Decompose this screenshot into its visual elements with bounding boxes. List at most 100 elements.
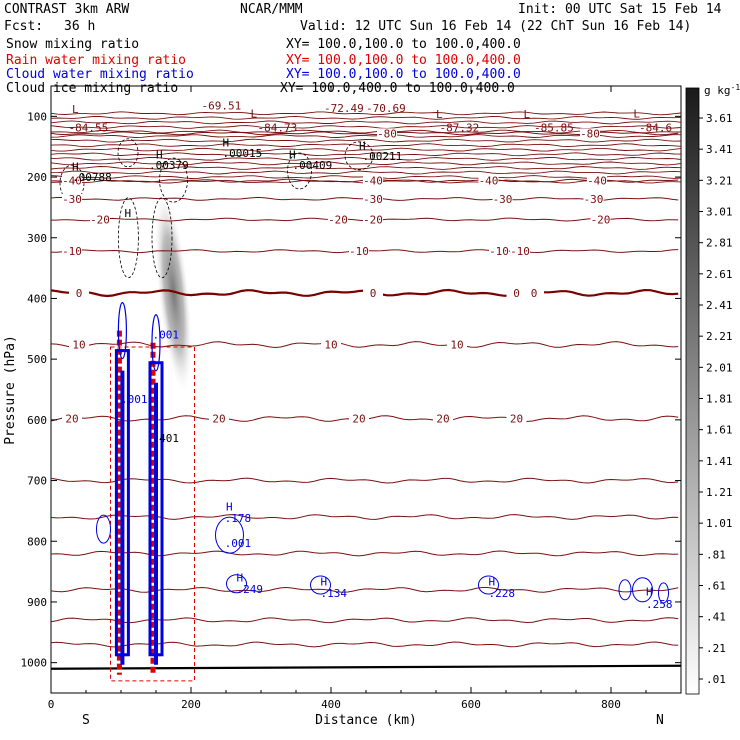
contour-label-bg <box>590 214 611 226</box>
x-tick-label: 0 <box>48 698 55 711</box>
colorbar-tick-label: .61 <box>706 580 726 593</box>
temperature-contour-lower <box>50 586 679 593</box>
extrema-label: H <box>489 575 496 588</box>
extrema-label: -84.6 <box>639 121 672 134</box>
extrema-label: -85.85 <box>534 121 574 134</box>
contour-label-bg <box>62 175 82 187</box>
extrema-label: H <box>223 136 230 149</box>
extrema-label: H <box>237 572 244 585</box>
temperature-label: 0 <box>370 287 377 300</box>
contour-label-bg <box>328 214 348 226</box>
upper-temperature-line <box>50 111 682 116</box>
contour-label-bg <box>478 175 499 187</box>
contour-label-bg <box>510 246 530 258</box>
temperature-label: 0 <box>531 287 538 300</box>
contour-label-bg <box>492 193 513 205</box>
contour-label-bg <box>90 214 110 226</box>
upper-temperature-line <box>50 166 682 170</box>
legend-cloud-name: Cloud water mixing ratio <box>6 67 194 82</box>
upper-temperature-line <box>50 115 682 120</box>
fcst-label: Fcst: <box>4 19 43 34</box>
temperature-label: 20 <box>352 413 365 426</box>
x-tick-label: 400 <box>321 698 341 711</box>
extrema-label: H <box>646 586 653 599</box>
extrema-label: L <box>436 108 443 121</box>
y-tick-label: 100 <box>27 110 47 123</box>
y-tick-label: 400 <box>27 292 47 305</box>
legend-cloud-xy: XY= 100.0,100.0 to 100.0,400.0 <box>286 67 521 82</box>
contour-label-bg <box>349 246 369 258</box>
temperature-label: 20 <box>65 413 78 426</box>
temperature-label: 10 <box>324 339 337 352</box>
low-cloud-contour <box>96 514 111 544</box>
colorbar <box>685 87 700 695</box>
low-cloud-contour <box>310 575 331 595</box>
temperature-label: -80 <box>377 127 397 140</box>
colorbar-tick-label: 3.41 <box>706 143 733 156</box>
contour-label-bg <box>62 246 82 258</box>
temperature-label: -10 <box>349 245 369 258</box>
ice-contour <box>59 164 85 202</box>
contour-label-bg <box>447 339 467 351</box>
colorbar-tick-label: 1.41 <box>706 455 733 468</box>
temperature-label: -10 <box>489 245 509 258</box>
y-tick-label: 1000 <box>21 657 48 670</box>
temperature-contour-lower <box>50 477 679 484</box>
extrema-label: .249 <box>237 583 264 596</box>
temperature-label: 20 <box>510 413 523 426</box>
low-cloud-contour <box>478 575 499 595</box>
extrema-label: -87.32 <box>440 121 480 134</box>
contour-label-bg <box>363 214 383 226</box>
temperature-label: -20 <box>90 214 110 227</box>
snow-contour <box>117 197 139 279</box>
y-axis-title: Pressure (hPa) <box>3 335 18 445</box>
extrema-label: L <box>633 107 640 120</box>
low-cloud-contour <box>618 579 632 601</box>
colorbar-tick-label: 1.01 <box>706 517 733 530</box>
extrema-label: -84.73 <box>258 121 298 134</box>
legend-ice-name: Cloud ice mixing ratio <box>6 81 178 96</box>
temperature-contour-lower <box>50 617 679 624</box>
temperature-label: -40 <box>479 175 499 188</box>
legend-ice-xy: XY= 100.0,400.0 to 100.0,400.0 <box>280 81 515 96</box>
extrema-label: .001 <box>225 537 252 550</box>
extrema-label: -70.69 <box>366 102 406 115</box>
low-cloud-contour <box>226 574 247 594</box>
contour-label-bg <box>62 193 82 205</box>
contour-label-bg <box>363 175 383 187</box>
extrema-label: L <box>524 108 531 121</box>
extrema-label: L <box>251 107 258 120</box>
center-title: NCAR/MMM <box>240 2 303 17</box>
colorbar-tick-label: .01 <box>706 673 726 686</box>
extrema-label: .00409 <box>293 159 333 172</box>
extrema-label: .00015 <box>223 147 263 160</box>
temperature-label: 10 <box>72 339 85 352</box>
temperature-label: -30 <box>584 193 604 206</box>
y-tick-label: 600 <box>27 414 47 427</box>
upper-temperature-line <box>50 156 682 161</box>
ground-line <box>50 664 682 670</box>
colorbar-tick-label: .41 <box>706 611 726 624</box>
upper-temperature-line <box>50 143 682 148</box>
colorbar-tick-label: 2.01 <box>706 361 733 374</box>
extrema-label: .001 <box>153 328 180 341</box>
upper-temperature-line <box>50 138 682 143</box>
x-tick-label: 200 <box>181 698 201 711</box>
ice-contour <box>344 141 374 171</box>
contour-label-bg <box>349 413 369 425</box>
model-title: CONTRAST 3km ARW <box>4 2 129 17</box>
extrema-label: .258 <box>646 598 673 611</box>
colorbar-tick-label: 3.01 <box>706 206 733 219</box>
contour-label-bg <box>580 128 600 140</box>
colorbar-tick-label: 2.81 <box>706 237 733 250</box>
extrema-label: H <box>72 161 79 174</box>
upper-temperature-line <box>50 134 682 138</box>
legend-snow-xy: XY= 100.0,100.0 to 100.0,400.0 <box>286 37 521 52</box>
contour-label-bg <box>363 193 383 205</box>
temperature-label: 0 <box>513 287 520 300</box>
colorbar-tick-label: 1.61 <box>706 424 733 437</box>
extrema-label: -69.51 <box>202 99 242 112</box>
temperature-label: 20 <box>436 413 449 426</box>
colorbar-tick-label: .21 <box>706 642 726 655</box>
